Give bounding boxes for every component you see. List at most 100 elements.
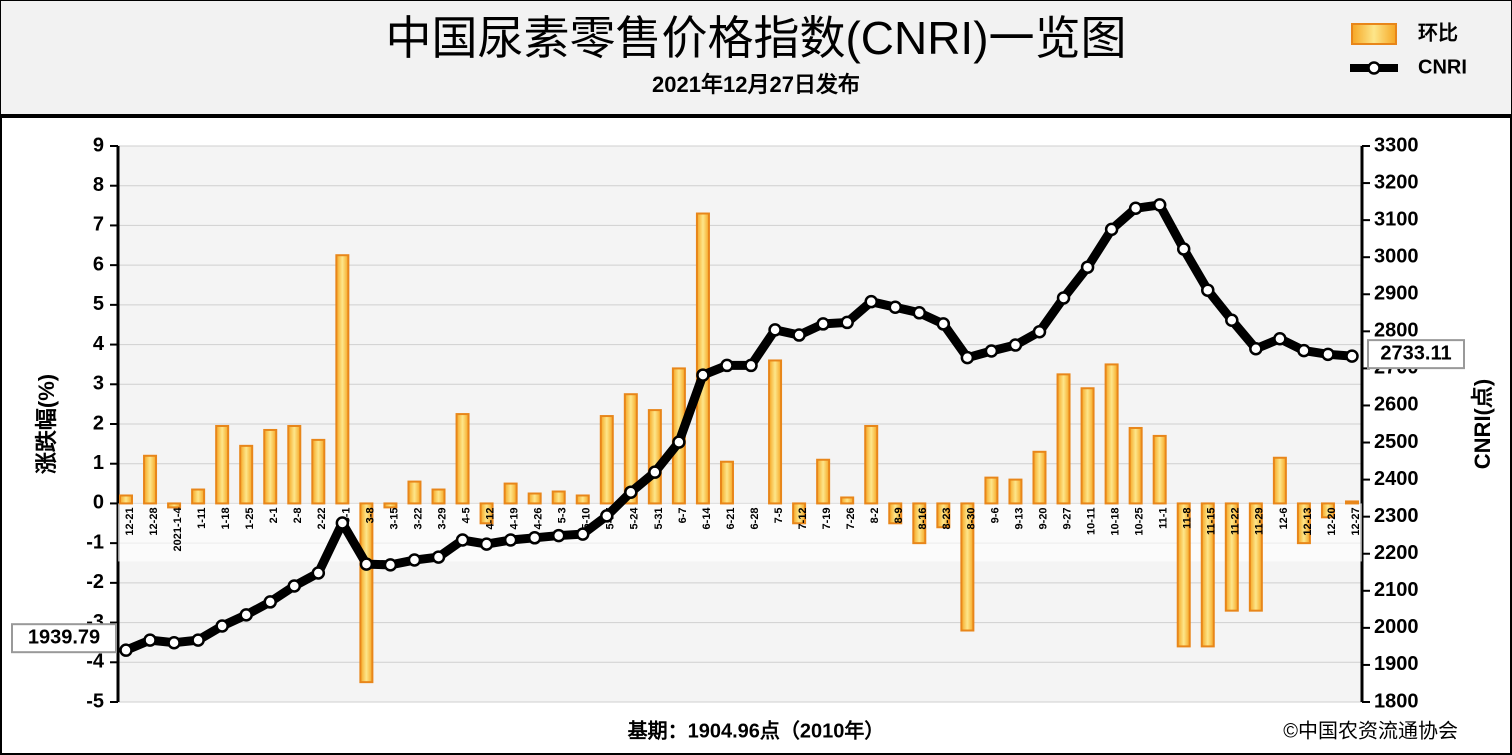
- bar: [1224, 502, 1239, 612]
- line-marker: [1249, 342, 1263, 356]
- bar: [407, 480, 422, 505]
- line-marker: [143, 633, 157, 647]
- line-marker: [407, 553, 422, 567]
- label-band: [118, 503, 1362, 562]
- bar: [311, 438, 326, 505]
- y-tick-label: -1: [86, 531, 104, 553]
- line-marker: [335, 516, 350, 530]
- line-marker: [1128, 201, 1143, 216]
- bar: [1272, 456, 1287, 505]
- bar: [1032, 450, 1047, 505]
- bar: [383, 502, 398, 509]
- y-tick-label: 2: [93, 412, 104, 434]
- line-marker: [888, 300, 903, 314]
- line-marker: [1345, 349, 1359, 363]
- line-marker: [215, 619, 229, 633]
- x-tick-label: 11-8: [1182, 507, 1194, 528]
- y2-tick-label: 2600: [1374, 394, 1419, 416]
- x-tick-label: 6-21: [725, 507, 737, 529]
- line-marker: [311, 566, 326, 580]
- x-tick-label: 1-18: [220, 507, 232, 529]
- line-marker: [840, 315, 854, 330]
- y-tick-label: 8: [93, 174, 104, 196]
- y-tick-label: -5: [86, 690, 104, 712]
- x-tick-label: 11-15: [1206, 507, 1218, 535]
- bar: [167, 502, 182, 509]
- line-marker: [431, 550, 446, 564]
- legend-label: 环比: [1418, 21, 1458, 44]
- bar: [1200, 502, 1215, 648]
- line-marker: [1104, 222, 1119, 237]
- x-tick-label: 5-3: [557, 507, 569, 523]
- footnote: 基期：1904.96点（2010年）: [628, 718, 885, 742]
- y-tick-label: 5: [93, 293, 104, 315]
- bar: [1320, 502, 1335, 519]
- bar: [143, 454, 158, 505]
- x-tick-label: 3-29: [436, 507, 448, 529]
- line-marker: [672, 435, 686, 449]
- line-marker: [1297, 343, 1311, 358]
- line-marker: [648, 465, 662, 479]
- line-marker: [1008, 338, 1023, 352]
- y-tick-label: 6: [93, 253, 104, 275]
- bar: [936, 502, 951, 529]
- x-tick-label: 2-22: [316, 507, 328, 529]
- bar: [599, 415, 614, 505]
- y-tick-label: 7: [93, 214, 104, 236]
- y-tick-label: 4: [93, 333, 105, 355]
- y-tick-label: -2: [86, 571, 104, 593]
- legend-marker: [1367, 61, 1381, 75]
- x-tick-label: 11-1: [1158, 507, 1170, 528]
- y2-tick-label: 3300: [1374, 134, 1419, 156]
- bar: [888, 502, 903, 525]
- x-tick-label: 10-18: [1110, 507, 1122, 535]
- y2-tick-label: 2900: [1374, 283, 1419, 305]
- x-tick-label: 8-9: [893, 507, 905, 523]
- bar: [503, 482, 518, 505]
- x-tick-label: 11-29: [1254, 507, 1266, 535]
- x-tick-label: 2-8: [292, 507, 304, 523]
- line-marker: [912, 306, 927, 320]
- line-marker: [167, 635, 181, 650]
- bar: [551, 490, 566, 505]
- bar: [960, 502, 975, 632]
- line-marker: [1032, 324, 1047, 339]
- x-tick-label: 8-2: [869, 507, 881, 523]
- y2-tick-label: 2000: [1374, 616, 1419, 638]
- x-tick-label: 4-19: [509, 507, 521, 529]
- legend-label: CNRI: [1418, 56, 1467, 78]
- y2-tick-label: 1900: [1374, 653, 1419, 675]
- value-label-box: [1367, 339, 1465, 370]
- line-marker: [575, 527, 590, 541]
- bar: [1152, 434, 1167, 505]
- bar: [1248, 502, 1263, 612]
- line-marker: [455, 533, 470, 547]
- bar: [864, 424, 879, 505]
- bar: [768, 359, 783, 505]
- x-tick-label: 12-27: [1350, 507, 1362, 535]
- y2-tick-label: 2200: [1374, 542, 1419, 564]
- x-tick-label: 11-22: [1230, 507, 1242, 535]
- y-tick-label: 9: [93, 134, 104, 156]
- x-tick-label: 4-26: [533, 507, 545, 529]
- x-tick-label: 12-28: [148, 507, 160, 535]
- bar: [1345, 500, 1359, 505]
- x-tick-label: 9-27: [1061, 507, 1073, 529]
- x-tick-label: 12-6: [1278, 507, 1290, 529]
- line-marker: [239, 608, 253, 622]
- chart-title: 中国尿素零售价格指数(CNRI)一览图: [385, 12, 1126, 64]
- bar: [119, 494, 133, 505]
- line-marker: [551, 528, 566, 543]
- line-marker: [1176, 242, 1191, 256]
- bar: [1104, 363, 1119, 505]
- x-tick-label: 5-31: [653, 507, 665, 529]
- bar: [575, 494, 590, 505]
- line-marker: [1152, 198, 1167, 212]
- y-tick-label: 0: [93, 492, 104, 514]
- x-tick-label: 12-21: [124, 507, 136, 535]
- x-tick-label: 4-12: [484, 507, 496, 529]
- bar: [1128, 426, 1143, 505]
- value-label: 2733.11: [1380, 342, 1451, 364]
- line-marker: [1080, 260, 1095, 274]
